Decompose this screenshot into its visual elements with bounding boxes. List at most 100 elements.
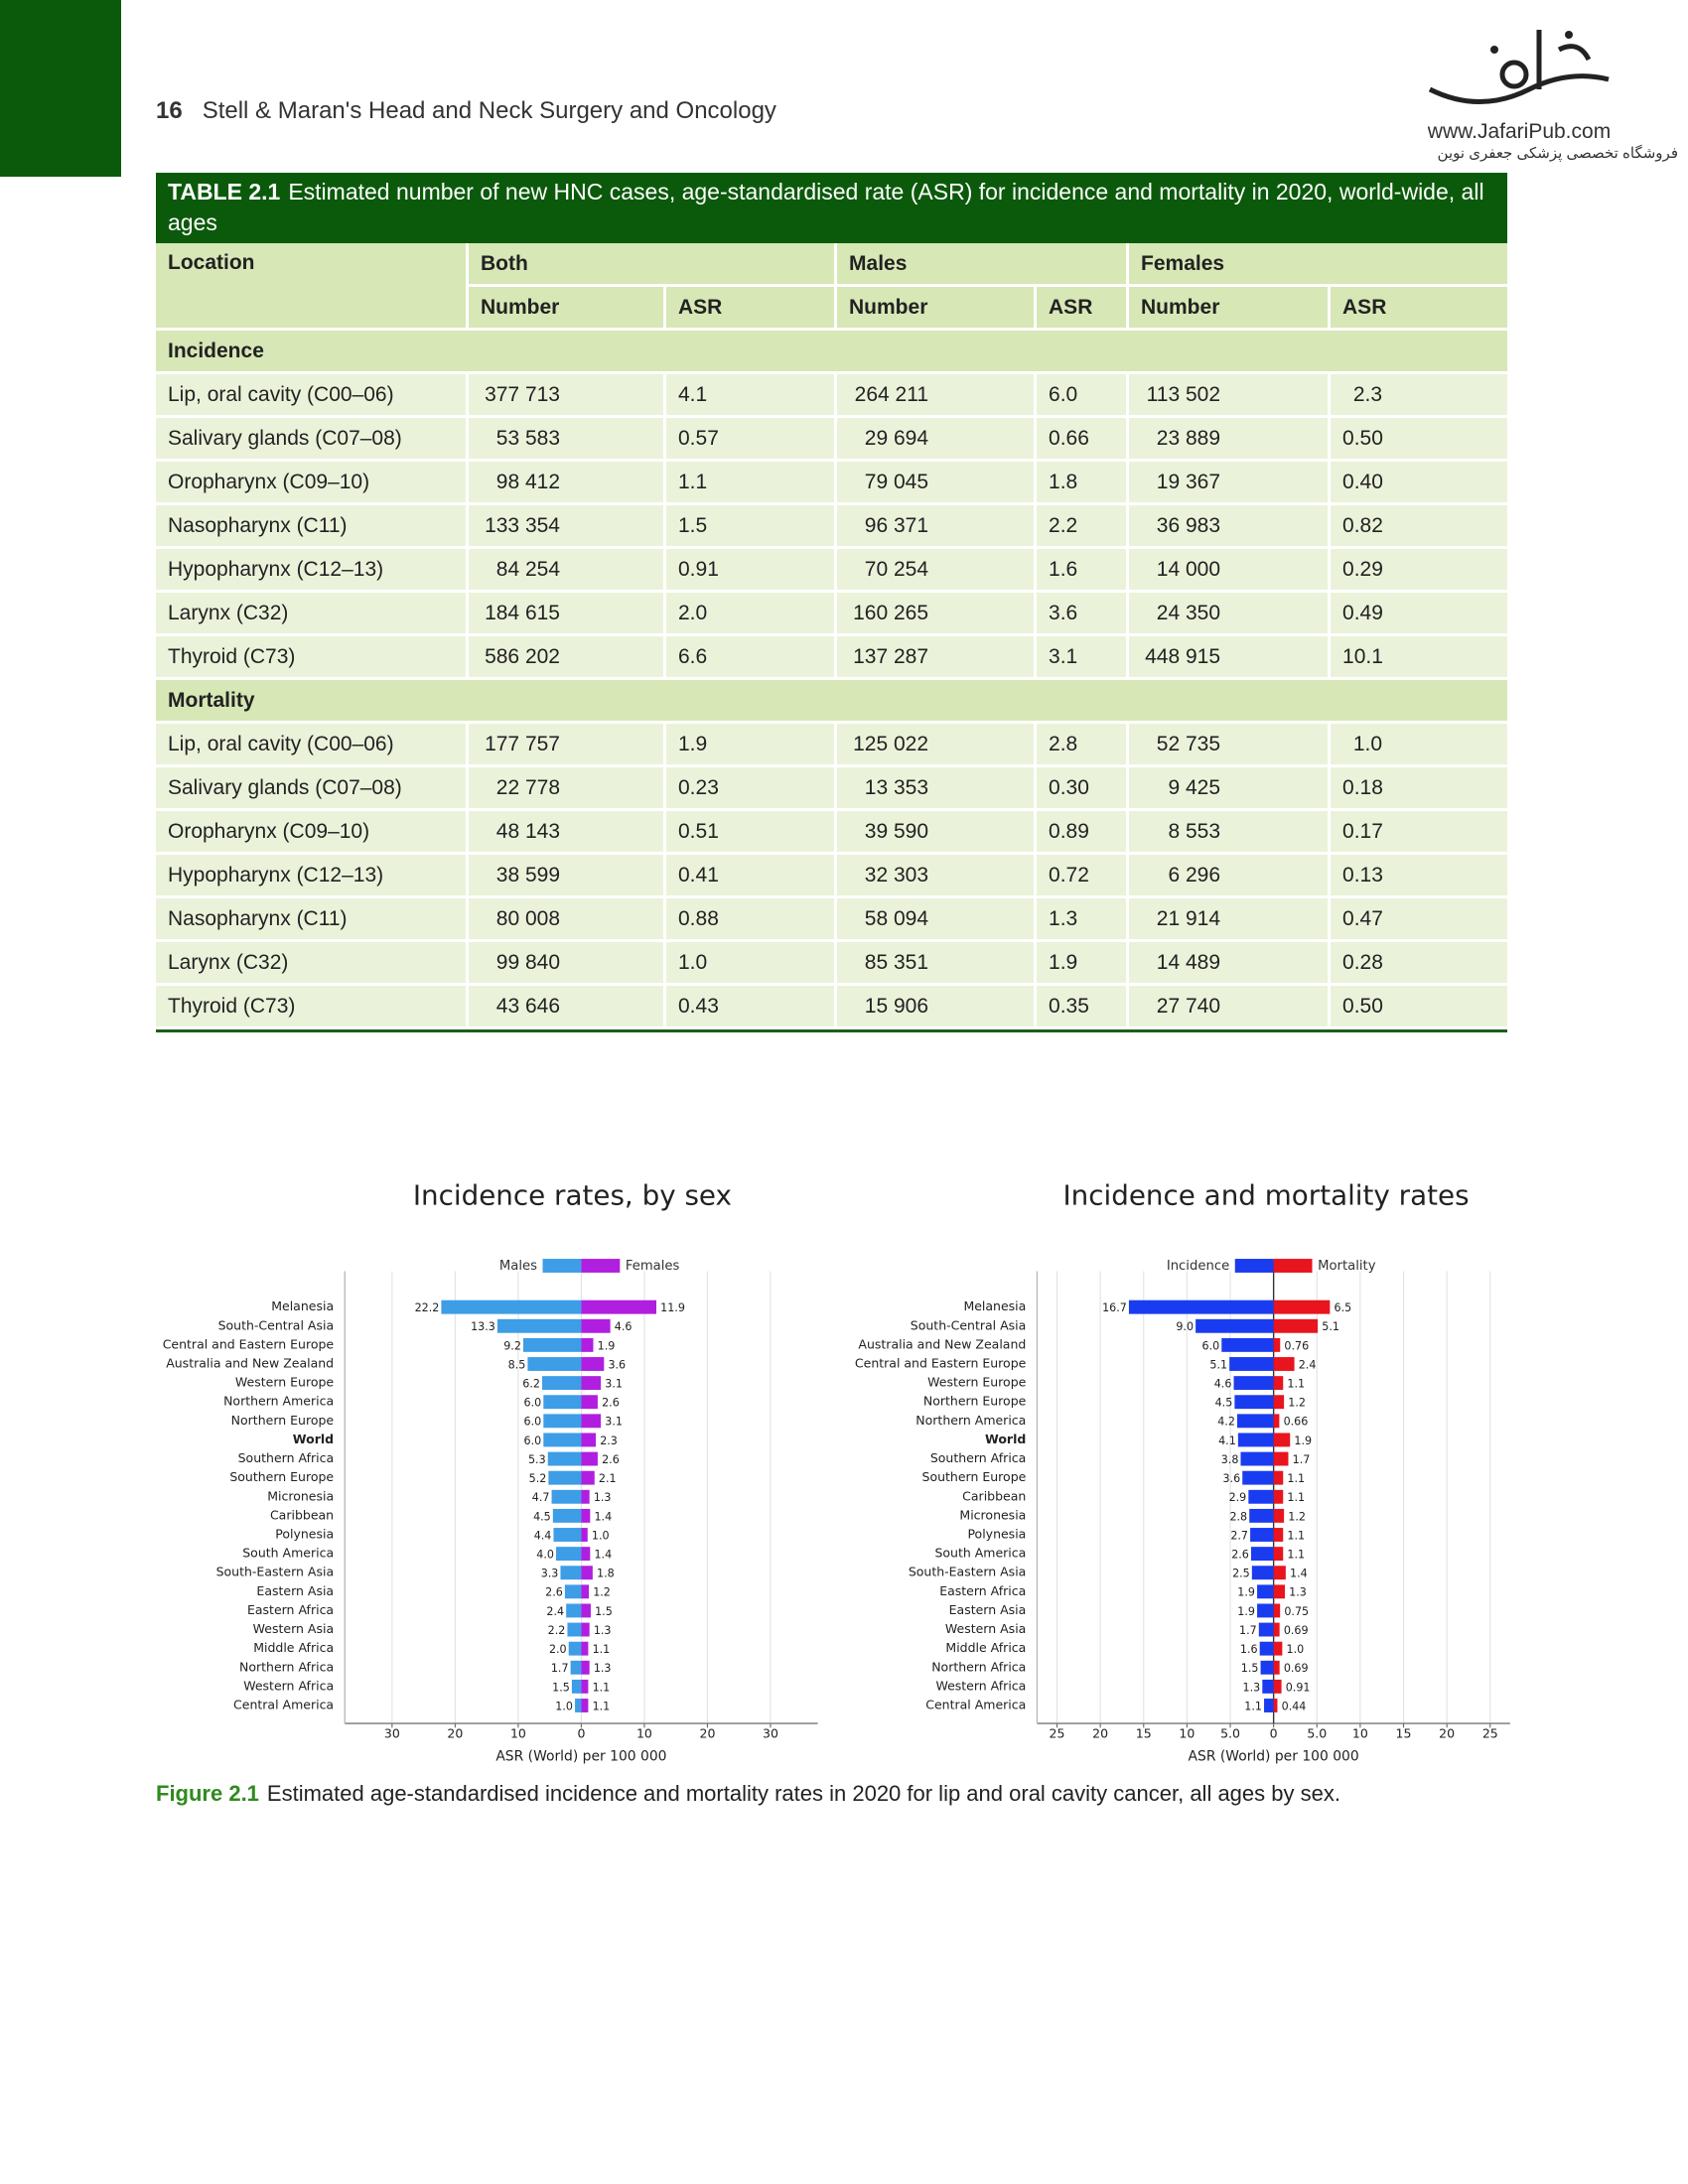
table-row: Nasopharynx (C11) 133 354 1.5 96 371 2.2 36 9… (156, 505, 1508, 546)
value-label: 0.66 (1284, 1416, 1309, 1429)
table-cell: 3.6 (1037, 593, 1130, 633)
value-label: 1.0 (555, 1700, 573, 1712)
value-label: 6.0 (524, 1397, 542, 1410)
value-label: 4.6 (615, 1320, 633, 1333)
table-cell: 32 303 (837, 855, 1038, 895)
category-label: Central America (925, 1698, 1026, 1712)
cell-value: 377 713 (485, 382, 560, 406)
bar (1273, 1414, 1280, 1429)
x-tick-label: 10 (636, 1726, 652, 1741)
table-cell: Salivary glands (C07–08) (156, 418, 469, 459)
table-cell: 6.0 (1037, 374, 1130, 415)
table-cell: 98 412 (469, 462, 666, 502)
bar (543, 1433, 582, 1447)
table-row: Larynx (C32) 184 615 2.0 160 265 3.6 24 350 0.… (156, 593, 1508, 633)
category-label: Northern America (223, 1394, 334, 1409)
figure-text: Estimated age-standardised incidence and… (266, 1781, 1340, 1806)
cell-value: 29 694 (864, 426, 929, 450)
category-label: Eastern Asia (256, 1583, 334, 1598)
category-label: Middle Africa (945, 1640, 1026, 1655)
section-label: Incidence (156, 331, 1508, 371)
cell-value: 1.0 (1352, 732, 1383, 755)
cell-value: 0.51 (678, 819, 719, 843)
table-row: Thyroid (C73) 586 202 6.6 137 287 3.1 448 915… (156, 636, 1508, 677)
value-label: 1.8 (597, 1568, 615, 1580)
bar (581, 1584, 590, 1599)
value-label: 1.2 (593, 1586, 611, 1599)
category-label: Polynesia (967, 1527, 1026, 1542)
cell-value: 0.50 (1342, 426, 1383, 450)
cell-value: 2.0 (678, 601, 708, 624)
value-label: 1.6 (1240, 1643, 1258, 1656)
category-label: South-Central Asia (218, 1317, 335, 1332)
cell-value: 9 425 (1168, 775, 1221, 799)
value-label: 4.7 (532, 1491, 550, 1504)
bar (1273, 1528, 1284, 1542)
bar (1273, 1699, 1278, 1712)
value-label: 5.1 (1322, 1320, 1339, 1333)
cell-value: 14 000 (1156, 557, 1221, 581)
value-label: 1.9 (1237, 1586, 1255, 1599)
value-label: 1.1 (593, 1681, 611, 1694)
chart-title: Incidence and mortality rates (1062, 1179, 1469, 1212)
value-label: 3.1 (605, 1377, 623, 1390)
cell-value: 0.43 (678, 994, 719, 1018)
table-cell: 0.28 (1331, 942, 1508, 983)
corner-block (0, 0, 121, 177)
table-cell: 10.1 (1331, 636, 1508, 677)
cell-value: 586 202 (485, 644, 560, 668)
value-label: 1.9 (1237, 1605, 1255, 1618)
category-label: Eastern Asia (949, 1602, 1027, 1617)
table-cell: 0.18 (1331, 767, 1508, 808)
table-cell: 0.51 (666, 811, 838, 852)
watermark-url: www.JafariPub.com (1427, 120, 1612, 143)
value-label: 4.5 (533, 1510, 551, 1523)
bar (1240, 1451, 1274, 1466)
cell-value: 0.66 (1049, 426, 1089, 450)
category-label: Central America (233, 1698, 334, 1712)
bar (581, 1699, 589, 1712)
bar (581, 1318, 611, 1333)
category-label: Southern Europe (229, 1469, 334, 1484)
table-cell: 24 350 (1129, 593, 1332, 633)
cell-value: 6 296 (1168, 863, 1221, 887)
bar (1273, 1489, 1284, 1504)
cell-value: 0.13 (1342, 863, 1383, 887)
figure-label: Figure 2.1 (156, 1781, 259, 1806)
cell-value: 0.49 (1342, 601, 1383, 624)
table-cell: 0.88 (666, 898, 838, 939)
bar (575, 1699, 582, 1712)
cell-value: 8 553 (1168, 819, 1221, 843)
table-cell: 53 583 (469, 418, 666, 459)
legend-label: Females (626, 1259, 680, 1274)
bar (548, 1470, 582, 1485)
header-row: Location Both Males Females (156, 243, 1508, 328)
value-label: 1.5 (1241, 1662, 1259, 1675)
bar (1260, 1660, 1274, 1675)
category-label: Southern Africa (238, 1450, 334, 1465)
bar (1250, 1528, 1274, 1542)
bar (1273, 1584, 1285, 1599)
cell-value: 0.47 (1342, 906, 1383, 930)
table-title: TABLE 2.1 Estimated number of new HNC cas… (156, 173, 1507, 243)
watermark: www.JafariPub.com فروشگاه تخصصی پزشکی جع… (1390, 20, 1678, 162)
table-cell: 125 022 (837, 724, 1038, 764)
value-label: 1.0 (592, 1529, 610, 1542)
bar (1250, 1547, 1274, 1562)
table-cell: 15 906 (837, 986, 1038, 1026)
value-label: 3.6 (608, 1358, 626, 1371)
bar (1273, 1470, 1284, 1485)
cell-value: 1.9 (1049, 950, 1078, 974)
value-label: 1.9 (1294, 1434, 1312, 1447)
cell-value: 22 778 (495, 775, 560, 799)
cell-value: 264 211 (854, 382, 929, 406)
table-cell: 19 367 (1129, 462, 1332, 502)
cell-value: 39 590 (864, 819, 929, 843)
cell-value: 79 045 (864, 470, 929, 493)
value-label: 1.3 (594, 1491, 612, 1504)
table-cell: 0.82 (1331, 505, 1508, 546)
cell-value: 0.82 (1342, 513, 1383, 537)
value-label: 3.3 (541, 1568, 559, 1580)
cell-value: 2.2 (1049, 513, 1078, 537)
